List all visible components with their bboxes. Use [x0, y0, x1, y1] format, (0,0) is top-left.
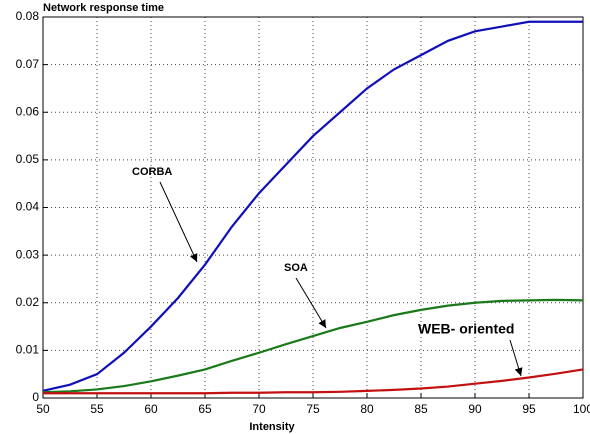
chart-title: Network response time [43, 2, 164, 14]
y-tick-label: 0.05 [16, 152, 40, 166]
x-tick-label: 80 [360, 402, 374, 416]
y-tick-label: 0.04 [16, 200, 40, 214]
annotation-label: SOA [284, 262, 308, 274]
x-tick-label: 70 [252, 402, 266, 416]
series-line [43, 368, 584, 395]
x-tick-label: 85 [414, 402, 428, 416]
y-tick-label: 0.08 [16, 9, 40, 23]
annotation-label: CORBA [132, 166, 172, 178]
x-tick-label: 50 [36, 402, 50, 416]
x-tick-label: 90 [468, 402, 482, 416]
annotation-arrow [159, 181, 198, 263]
x-tick-label: 60 [144, 402, 158, 416]
x-tick-label: 100 [573, 402, 590, 416]
series-line [42, 298, 584, 394]
annotation-arrow [509, 339, 523, 377]
y-tick-label: 0.02 [16, 295, 40, 309]
y-tick-label: 0 [32, 390, 39, 404]
y-tick-label: 0.07 [16, 57, 40, 71]
annotation-label: WEB- oriented [418, 321, 514, 337]
annotation-arrow [295, 277, 327, 329]
series-line [42, 20, 583, 392]
plot-frame [42, 16, 584, 399]
x-axis-label: Intensity [249, 421, 295, 433]
x-tick-label: 55 [90, 402, 104, 416]
x-tick-label: 65 [198, 402, 212, 416]
y-tick-label: 0.06 [16, 104, 40, 118]
y-tick-label: 0.01 [16, 343, 40, 357]
x-tick-label: 95 [522, 402, 536, 416]
x-tick-label: 75 [306, 402, 320, 416]
y-tick-label: 0.03 [16, 247, 40, 261]
